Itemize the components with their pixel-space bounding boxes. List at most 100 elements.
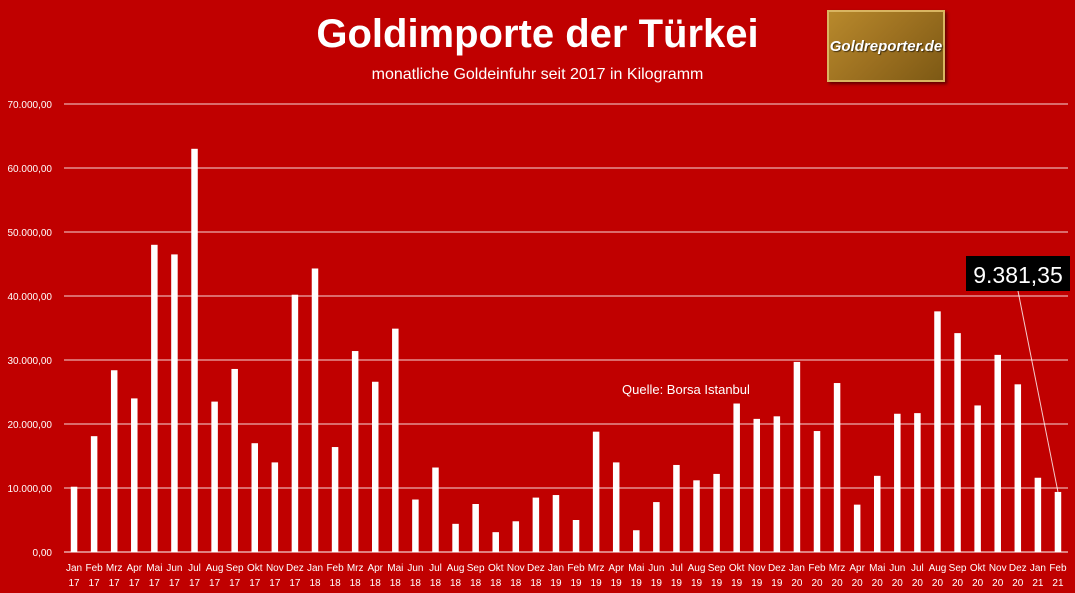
x-tick-label-year: 20 xyxy=(912,578,924,589)
bar xyxy=(191,148,198,553)
bar xyxy=(351,351,359,552)
x-tick-label-year: 19 xyxy=(691,578,703,589)
x-tick-label-month: Nov xyxy=(266,563,284,574)
x-tick-label-month: Sep xyxy=(226,563,244,574)
goldreporter-logo: Goldreporter.de xyxy=(827,10,945,82)
bar xyxy=(110,370,118,552)
x-tick-label-month: Nov xyxy=(748,563,766,574)
bar xyxy=(412,499,419,552)
bar xyxy=(231,368,238,552)
x-tick-label-month: Feb xyxy=(1049,563,1067,574)
bar xyxy=(392,328,399,552)
x-tick-label-month: Nov xyxy=(989,563,1007,574)
x-tick-label-month: Jan xyxy=(548,563,564,574)
x-tick-label-month: Jun xyxy=(889,563,905,574)
x-axis-tick-labels: Jan 17 Feb 17 Mrz 17 Apr 17 Mai 17 Jun 17 Jul 17 Aug 17… xyxy=(66,563,1067,589)
bar xyxy=(793,361,801,552)
x-tick-label-month: Jul xyxy=(911,563,924,574)
y-tick-label: 50.000,00 xyxy=(8,228,53,239)
bar xyxy=(813,431,821,552)
bar xyxy=(753,418,761,552)
x-tick-label-month: Jul xyxy=(670,563,683,574)
bar xyxy=(532,497,540,552)
x-tick-label-year: 18 xyxy=(350,578,362,589)
bar xyxy=(572,520,580,552)
gridlines xyxy=(64,103,1068,553)
y-tick-label: 30.000,00 xyxy=(8,356,53,367)
y-axis-tick-labels: 0,00 10.000,00 20.000,00 30.000,00 40.000,00… xyxy=(8,100,53,559)
logo-text: Goldreporter.de xyxy=(829,37,943,55)
x-tick-label-year: 18 xyxy=(390,578,402,589)
bar xyxy=(151,244,158,553)
x-tick-label-month: Mrz xyxy=(347,563,364,574)
chart-title: Goldimporte der Türkei xyxy=(316,12,759,56)
bar xyxy=(994,354,1001,552)
x-tick-label-year: 18 xyxy=(450,578,462,589)
bar xyxy=(934,311,941,552)
bar xyxy=(894,413,901,552)
bar xyxy=(371,381,379,552)
x-tick-label-year: 19 xyxy=(711,578,723,589)
x-tick-label-month: Feb xyxy=(326,563,344,574)
x-tick-label-year: 17 xyxy=(68,578,80,589)
bar xyxy=(693,480,700,552)
x-tick-label-year: 19 xyxy=(591,578,603,589)
x-tick-label-year: 21 xyxy=(1032,578,1044,589)
x-tick-label-year: 17 xyxy=(269,578,281,589)
x-tick-label-month: Apr xyxy=(126,563,142,574)
x-tick-label-year: 19 xyxy=(731,578,743,589)
bar xyxy=(673,464,680,552)
x-tick-label-year: 19 xyxy=(631,578,643,589)
bar xyxy=(633,530,640,552)
x-tick-label-year: 17 xyxy=(229,578,241,589)
x-tick-label-year: 17 xyxy=(89,578,101,589)
x-tick-label-year: 18 xyxy=(470,578,482,589)
x-tick-label-year: 18 xyxy=(510,578,522,589)
y-tick-label: 40.000,00 xyxy=(8,292,53,303)
x-tick-label-month: Feb xyxy=(86,563,104,574)
x-tick-label-month: Aug xyxy=(206,563,224,574)
x-tick-label-month: Okt xyxy=(247,563,263,574)
x-tick-label-month: Dez xyxy=(1009,563,1027,574)
x-tick-label-year: 17 xyxy=(189,578,201,589)
x-tick-label-year: 18 xyxy=(309,578,321,589)
x-tick-label-year: 17 xyxy=(109,578,121,589)
x-tick-label-year: 21 xyxy=(1052,578,1064,589)
x-tick-label-year: 17 xyxy=(289,578,301,589)
bar xyxy=(311,268,319,552)
bar xyxy=(873,475,881,552)
x-tick-label-year: 18 xyxy=(430,578,442,589)
x-tick-label-year: 20 xyxy=(932,578,944,589)
bar xyxy=(331,447,339,552)
y-tick-label: 10.000,00 xyxy=(8,484,53,495)
x-tick-label-month: Okt xyxy=(970,563,986,574)
x-tick-label-year: 19 xyxy=(570,578,582,589)
callout-box xyxy=(966,256,1070,291)
callout-leader-line xyxy=(1017,290,1059,493)
bar xyxy=(512,521,520,552)
source-annotation: Quelle: Borsa Istanbul xyxy=(622,382,750,397)
bar xyxy=(974,405,981,552)
x-tick-label-year: 20 xyxy=(872,578,884,589)
x-tick-label-year: 19 xyxy=(611,578,623,589)
x-tick-label-year: 18 xyxy=(530,578,542,589)
bar xyxy=(432,467,439,552)
x-tick-label-month: Jun xyxy=(648,563,664,574)
bar xyxy=(211,401,218,552)
bar xyxy=(472,504,479,552)
x-tick-label-month: Okt xyxy=(488,563,504,574)
x-tick-label-month: Jun xyxy=(166,563,182,574)
x-tick-label-month: Feb xyxy=(567,563,585,574)
x-tick-label-year: 19 xyxy=(550,578,562,589)
x-tick-label-year: 20 xyxy=(1012,578,1024,589)
bar xyxy=(853,504,861,552)
x-tick-label-month: Sep xyxy=(708,563,726,574)
x-tick-label-month: Mrz xyxy=(106,563,123,574)
x-tick-label-month: Jul xyxy=(188,563,201,574)
x-tick-label-year: 20 xyxy=(952,578,964,589)
x-tick-label-year: 18 xyxy=(330,578,342,589)
bar xyxy=(914,413,921,552)
x-tick-label-month: Jun xyxy=(407,563,423,574)
annotations: Quelle: Borsa Istanbul 9.381,35 xyxy=(622,256,1070,493)
